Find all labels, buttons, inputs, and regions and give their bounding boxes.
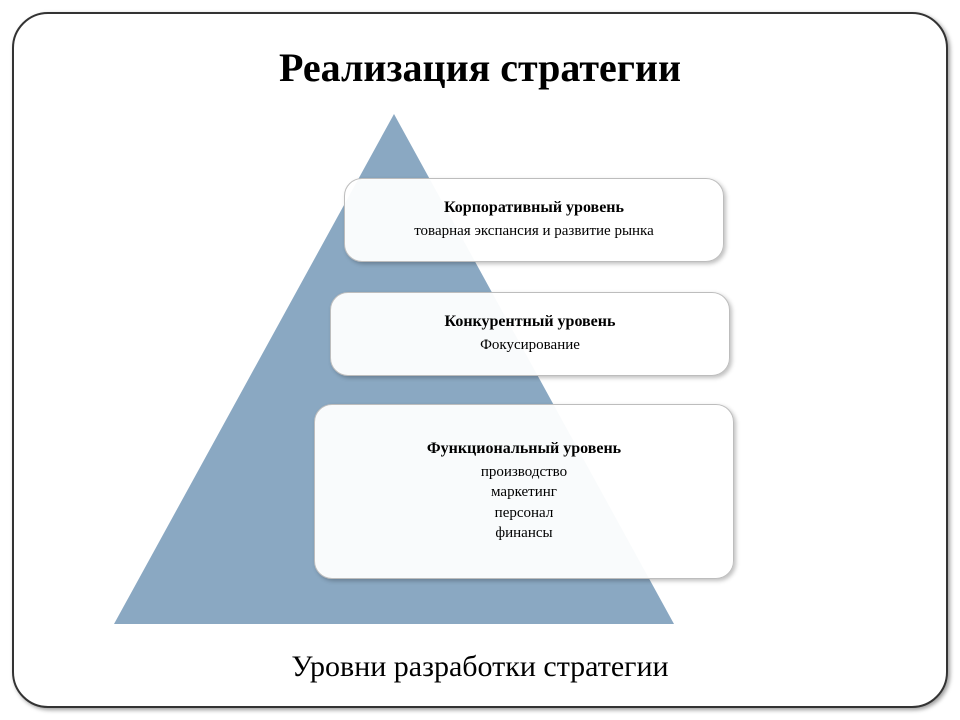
- level-title: Корпоративный уровень: [444, 199, 624, 217]
- level-line: товарная экспансия и развитие рынка: [414, 221, 654, 241]
- level-card-corporate: Корпоративный уровень товарная экспансия…: [344, 178, 724, 262]
- slide-frame: Реализация стратегии Корпоративный урове…: [12, 12, 948, 708]
- level-line: финансы: [495, 523, 552, 543]
- level-line: персонал: [495, 503, 554, 523]
- slide-subtitle: Уровни разработки стратегии: [14, 650, 946, 684]
- level-title: Конкурентный уровень: [445, 313, 616, 331]
- level-line: Фокусирование: [480, 335, 580, 355]
- level-line: производство: [481, 462, 567, 482]
- level-title: Функциональный уровень: [427, 440, 621, 458]
- level-card-functional: Функциональный уровень производство марк…: [314, 404, 734, 579]
- slide-title: Реализация стратегии: [14, 44, 946, 91]
- level-card-competitive: Конкурентный уровень Фокусирование: [330, 292, 730, 376]
- level-line: маркетинг: [491, 482, 557, 502]
